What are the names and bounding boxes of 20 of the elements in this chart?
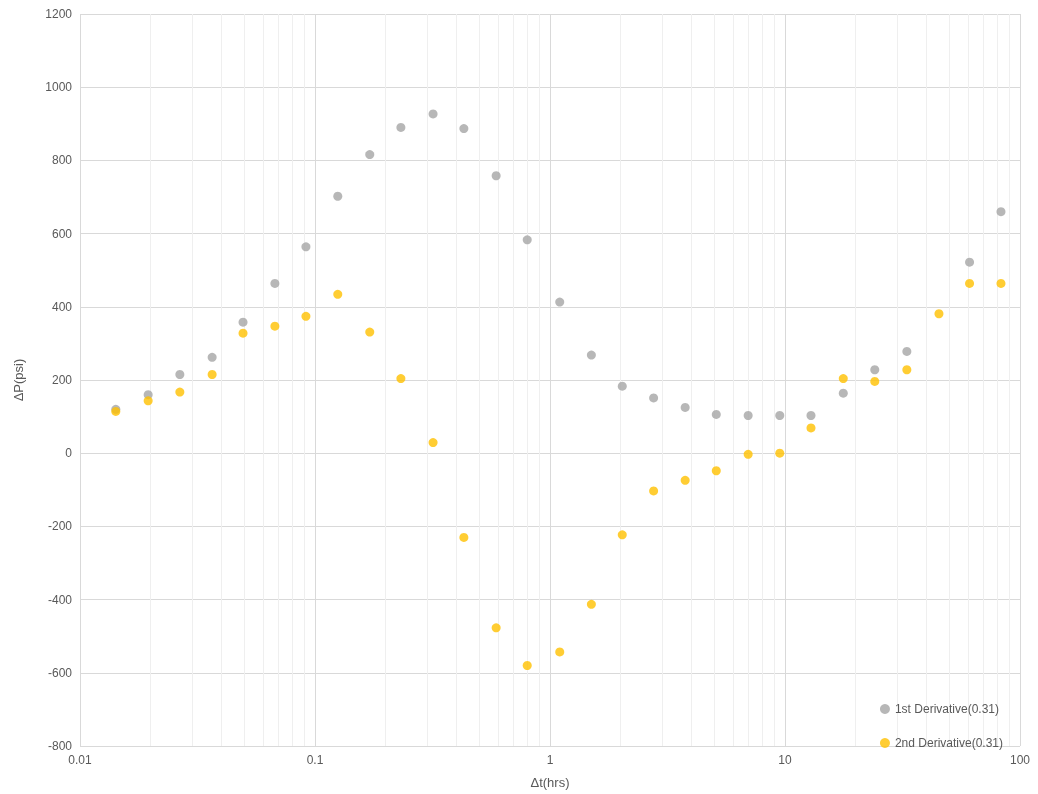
- y-tick-label: 400: [51, 299, 73, 314]
- y-tick-label: -400: [47, 592, 73, 607]
- x-axis-title: Δt(hrs): [530, 775, 570, 790]
- y-tick-label: 1200: [45, 7, 73, 21]
- y-tick-label: -600: [47, 665, 73, 680]
- y-tick-label: -200: [47, 519, 73, 534]
- legend-label: 1st Derivative(0.31): [894, 702, 999, 716]
- y-tick-label: 0: [65, 446, 73, 461]
- y-tick-label: 200: [51, 373, 73, 387]
- legend-label: 2nd Derivative(0.31): [894, 736, 1004, 750]
- y-tick-label: -800: [47, 739, 73, 753]
- y-tick-label: 600: [51, 226, 73, 241]
- x-tick-label: 10: [778, 753, 792, 767]
- y-tick-label: 1000: [45, 80, 73, 95]
- x-tick-label: 0.1: [306, 753, 324, 767]
- x-tick-label: 0.01: [68, 753, 92, 767]
- y-tick-label: 800: [51, 153, 73, 168]
- y-axis-title: ΔP(psi): [11, 358, 26, 402]
- x-tick-label: 100: [1009, 753, 1031, 767]
- x-tick-label: 1: [546, 753, 554, 767]
